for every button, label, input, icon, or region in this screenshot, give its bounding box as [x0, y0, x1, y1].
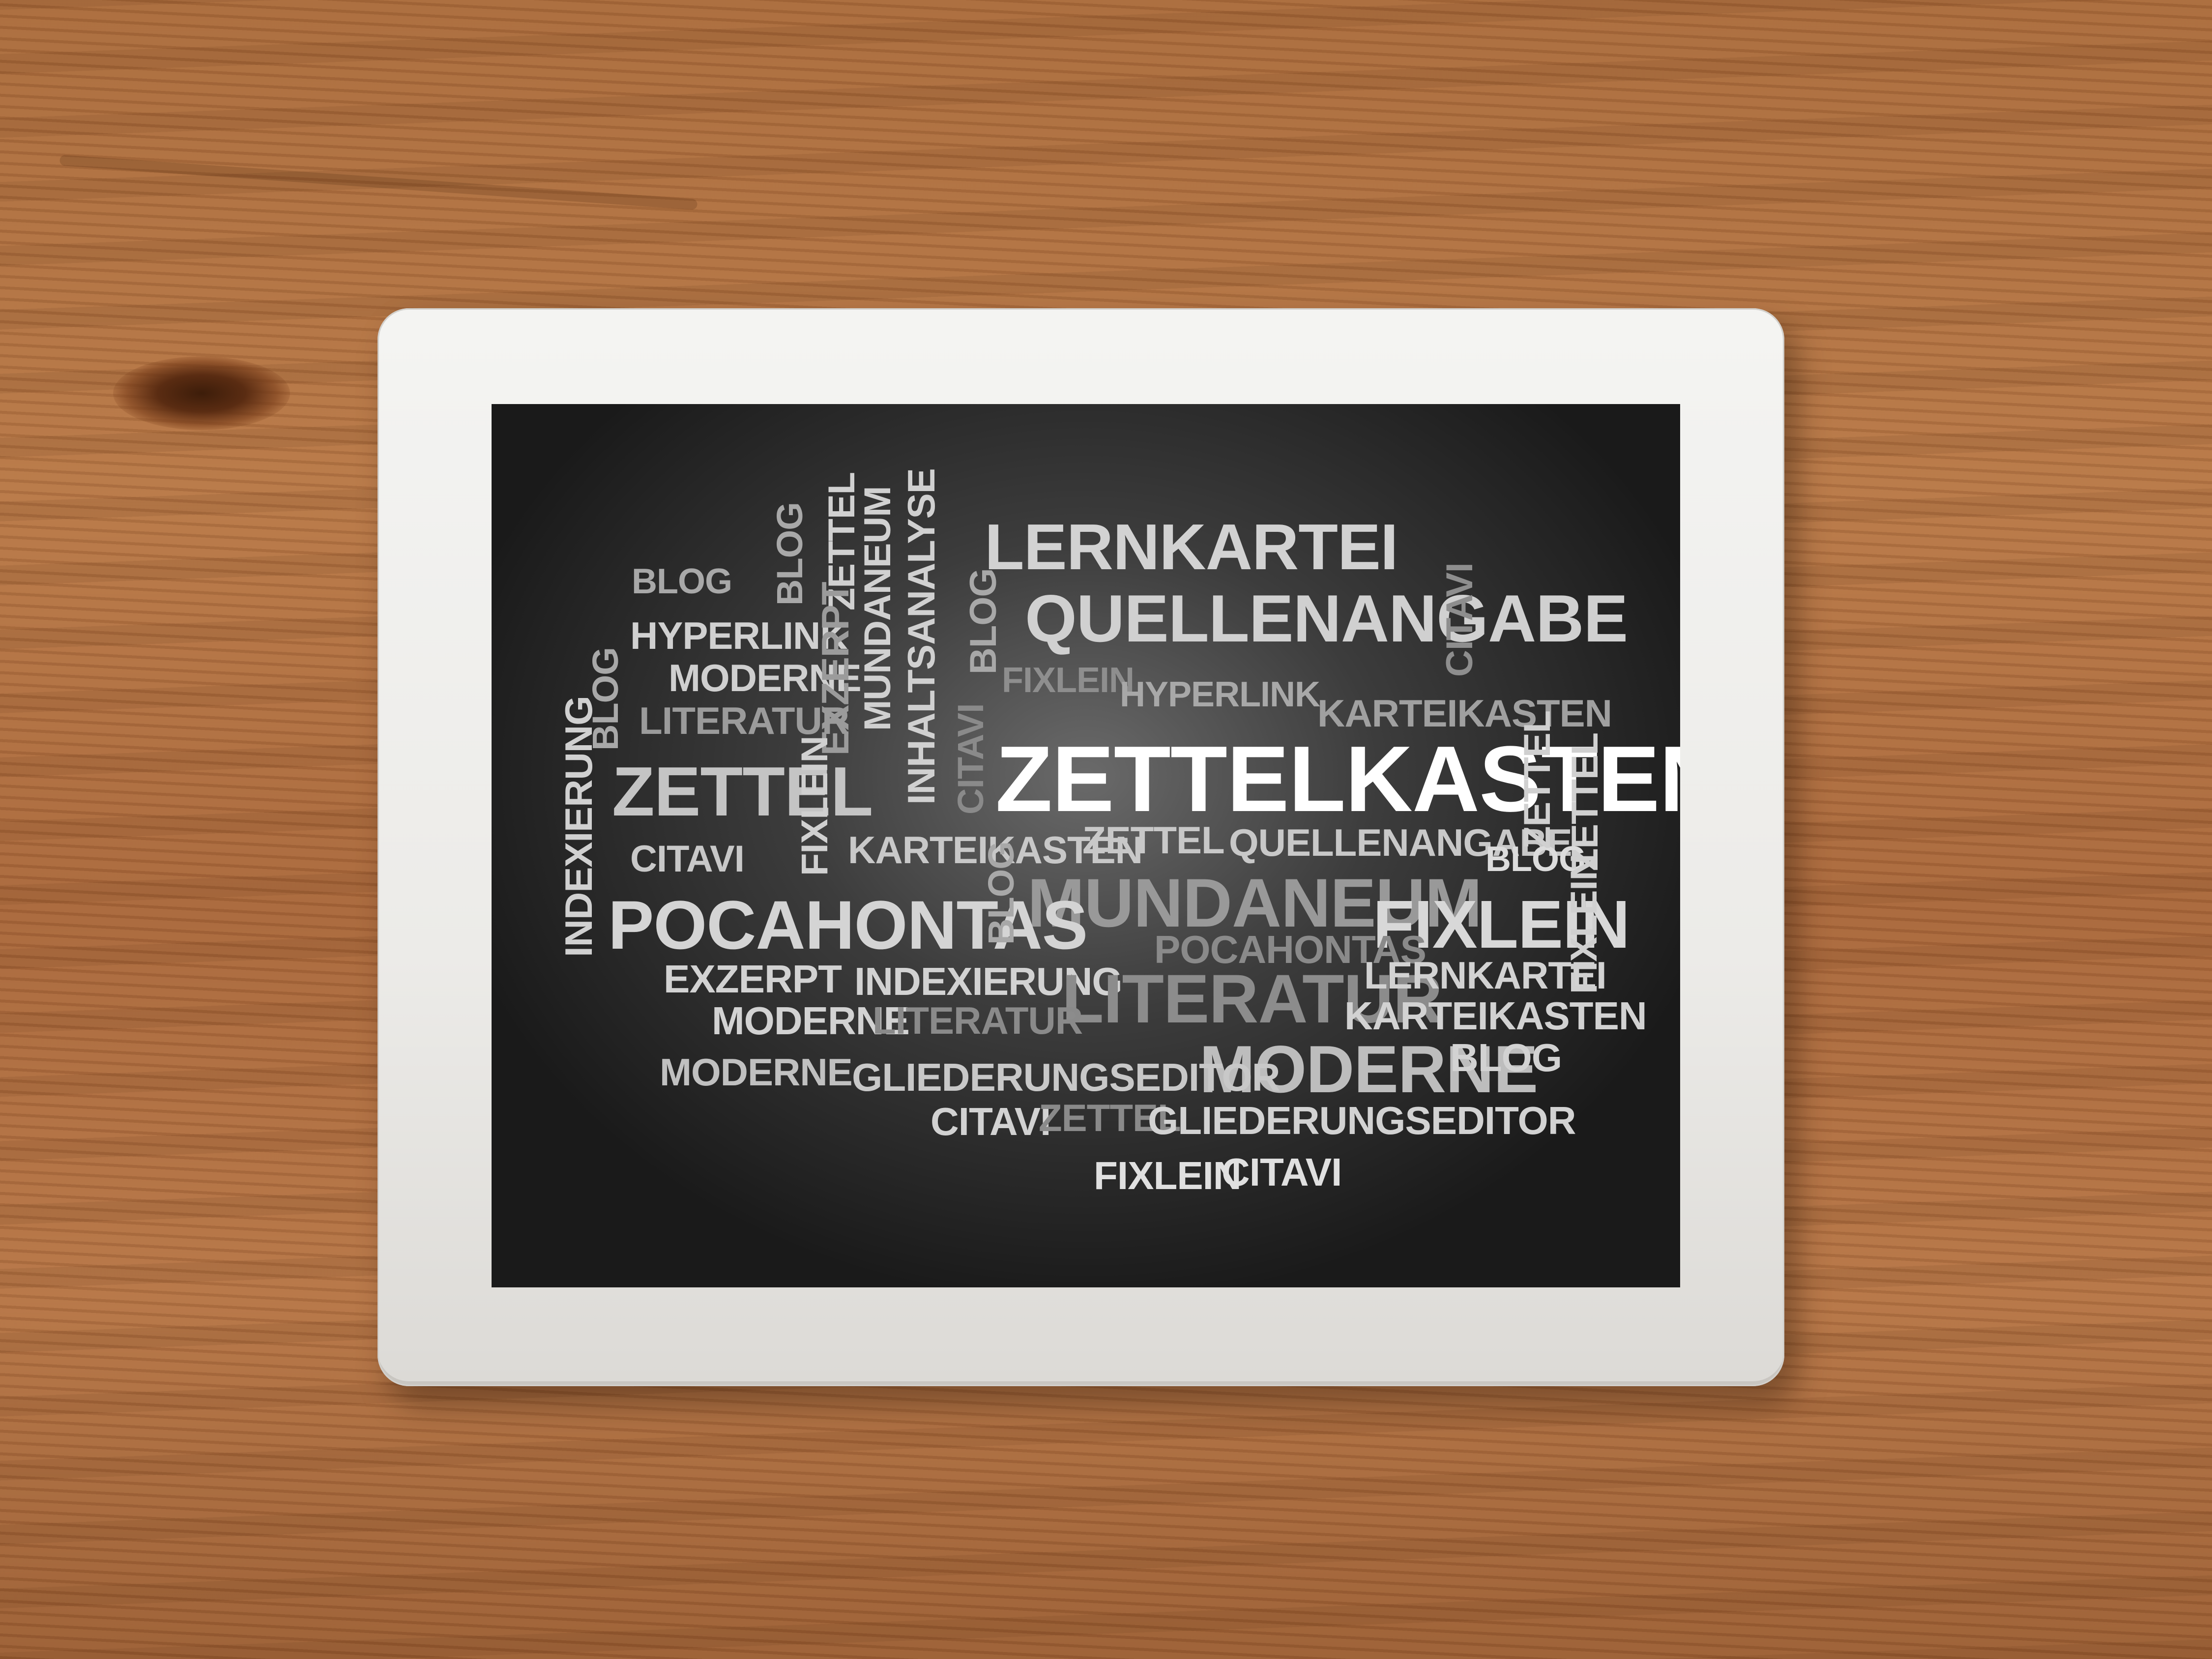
word: ZETTELKASTEN — [995, 727, 1680, 831]
word: HYPERLINK — [1120, 675, 1320, 714]
word-vertical: INHALTSANALYSE — [900, 468, 943, 805]
word: BLOG — [1450, 1036, 1562, 1079]
word: KARTEIKASTEN — [1344, 994, 1647, 1038]
word: BLOG — [1485, 840, 1586, 879]
word-vertical: BLOG — [769, 502, 810, 606]
word: BLOG — [632, 562, 732, 601]
word-vertical: CITAVI — [1439, 563, 1481, 677]
word-vertical: ZETTEL — [1564, 732, 1606, 871]
word: CITAVI — [931, 1100, 1051, 1143]
word: CITAVI — [1222, 1150, 1342, 1194]
word: EXZERPT — [664, 957, 842, 1001]
word-vertical: CITAVI — [950, 703, 991, 815]
word: MODERNE — [660, 1050, 853, 1094]
wood-grain — [59, 154, 698, 210]
word: MODERNE — [669, 656, 862, 699]
word: FIXLEIN — [1094, 1154, 1242, 1197]
word: FIXLEIN — [1002, 661, 1135, 700]
word-vertical: MUNDANEUM — [857, 486, 899, 731]
word: LERNKARTEI — [1364, 954, 1607, 997]
word: LERNKARTEI — [985, 511, 1398, 583]
wood-knot — [113, 356, 290, 430]
word-vertical: INDEXIERUNG — [557, 696, 600, 957]
word: LITERATUR — [1062, 960, 1443, 1037]
word: GLIEDERUNGSEDITOR — [852, 1055, 1280, 1099]
word: MODERNE — [1199, 1032, 1538, 1106]
word: ZETTEL — [1082, 818, 1225, 862]
word: QUELLENANGABE — [1229, 821, 1572, 864]
word-vertical: FIXLEIN — [794, 736, 836, 876]
word-vertical: EXZERPT — [814, 582, 857, 756]
word-vertical: BLOG — [962, 568, 1004, 674]
word: MUNDANEUM — [1027, 864, 1482, 941]
word: CITAVI — [630, 838, 745, 880]
word: INDEXIERUNG — [854, 960, 1123, 1003]
word: ZETTEL — [1039, 1096, 1181, 1139]
word: KARTEIKASTEN — [848, 828, 1143, 872]
word: GLIEDERUNGSEDITOR — [1148, 1099, 1576, 1142]
word: QUELLENANGABE — [1025, 581, 1628, 656]
word: HYPERLINK — [630, 614, 848, 657]
word: POCAHONTAS — [1154, 928, 1426, 971]
word: LITERATUR — [639, 699, 849, 742]
tablet-screen: LERNKARTEI QUELLENANGABE BLOG HYPERLINK … — [492, 404, 1680, 1287]
word-vertical: FIXLEIN — [1563, 854, 1605, 994]
word-vertical: ZETTEL — [1516, 710, 1558, 849]
word: LITERATUR — [873, 999, 1083, 1042]
word: POCAHONTAS — [608, 886, 1088, 963]
word: MODERNE — [712, 999, 910, 1043]
word: KARTEIKASTEN — [1317, 692, 1612, 735]
word-vertical: BLOG — [981, 842, 1021, 945]
word: FIXLEIN — [1373, 887, 1630, 962]
word: ZETTEL — [612, 753, 873, 831]
